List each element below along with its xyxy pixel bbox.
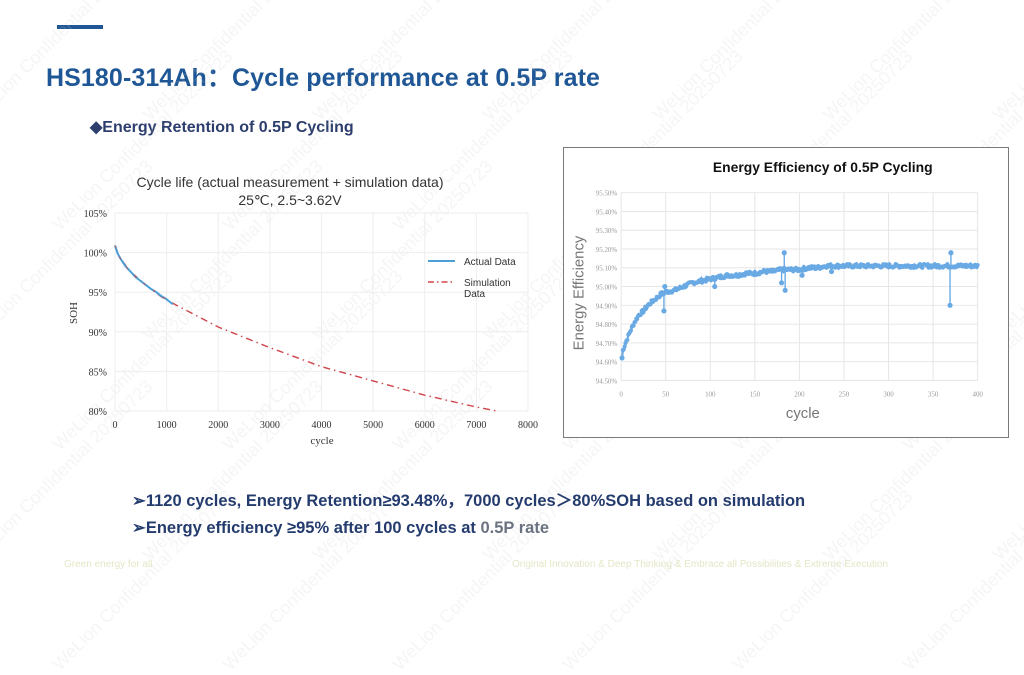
data-point xyxy=(625,337,630,343)
y-tick-label: 95.20% xyxy=(596,246,618,254)
cycle-life-chart: Cycle life (actual measurement + simulat… xyxy=(68,174,538,447)
y-tick-label: 80% xyxy=(89,407,107,418)
outlier-point xyxy=(828,268,835,275)
bullet-highlight: 0.5P rate xyxy=(480,519,550,537)
y-tick-label: 95.30% xyxy=(596,227,618,235)
y-tick-label: 94.60% xyxy=(596,359,618,367)
bullet-item: ➢Energy efficiency ≥95% after 100 cycles… xyxy=(132,518,805,549)
energy-efficiency-chart: Energy Efficiency of 0.5P Cycling 0 50 100… xyxy=(563,147,1009,438)
y-tick-label: 95.10% xyxy=(596,265,618,273)
data-point xyxy=(920,265,925,270)
actual-data-line xyxy=(114,245,174,306)
x-tick-label: 50 xyxy=(662,390,669,398)
x-tick-label: 1000 xyxy=(157,420,177,431)
chart-title: Energy Efficiency of 0.5P Cycling xyxy=(713,159,933,175)
title-accent-bar xyxy=(57,25,103,29)
x-tick-label: 4000 xyxy=(312,420,332,431)
footer-slogan: Green energy for all xyxy=(64,559,153,570)
arrow-bullet-icon: ➢ xyxy=(132,519,146,537)
y-axis-label: Energy Efficiency xyxy=(571,235,587,350)
chart-title: Cycle life (actual measurement + simulat… xyxy=(137,174,444,190)
y-tick-label: 95% xyxy=(89,288,107,299)
bullet-item: ➢1120 cycles, Energy Retention≥93.48%，70… xyxy=(132,487,805,518)
page-title: HS180-314Ah：Cycle performance at 0.5P ra… xyxy=(46,64,601,92)
simulation-overlay-line xyxy=(114,245,174,305)
outlier-point xyxy=(712,283,718,290)
x-tick-label: 150 xyxy=(750,390,761,398)
watermark-text: WeLion Confidential 20250723 xyxy=(648,0,837,125)
outlier-point xyxy=(661,308,667,314)
y-tick-label: 94.80% xyxy=(596,321,618,329)
x-tick-label: 350 xyxy=(928,390,939,398)
y-tick-label: 90% xyxy=(89,328,107,339)
x-tick-label: 5000 xyxy=(363,420,383,431)
legend-label-simulation-2: Data xyxy=(464,289,486,300)
section-subtitle: ◆Energy Retention of 0.5P Cycling xyxy=(90,119,354,136)
data-point xyxy=(628,328,634,333)
y-tick-label: 94.50% xyxy=(596,377,618,385)
x-tick-label: 7000 xyxy=(466,420,486,431)
legend: Actual Data Simulation Data xyxy=(428,257,516,300)
x-tick-label: 0 xyxy=(113,420,118,431)
outlier-point xyxy=(799,272,805,278)
x-axis-label: cycle xyxy=(310,435,333,447)
watermark-text: WeLion Confidential 20250723 xyxy=(818,0,1007,125)
legend-label-actual: Actual Data xyxy=(464,257,516,268)
footer-values: Original Innovation & Deep Thinking & Em… xyxy=(512,559,889,570)
outlier-point xyxy=(948,250,954,256)
y-axis-label: SOH xyxy=(68,302,80,324)
outlier-point xyxy=(778,280,785,286)
outlier-point xyxy=(781,250,787,256)
x-tick-label: 8000 xyxy=(518,420,538,431)
chart-subtitle: 25℃, 2.5~3.62V xyxy=(238,192,342,208)
x-tick-label: 200 xyxy=(794,390,805,398)
simulation-data-line xyxy=(114,245,498,412)
legend-label-simulation: Simulation xyxy=(464,278,511,289)
y-tick-label: 95.40% xyxy=(596,208,618,216)
bullet-text: Energy efficiency ≥95% after 100 cycles … xyxy=(145,519,481,537)
y-tick-label: 100% xyxy=(84,249,107,260)
y-tick-label: 94.90% xyxy=(596,302,618,310)
x-tick-label: 6000 xyxy=(415,420,435,431)
y-tick-label: 95.50% xyxy=(596,190,618,198)
data-point xyxy=(631,323,636,328)
first-point xyxy=(619,355,625,361)
outlier-point xyxy=(662,283,668,290)
x-tick-label: 100 xyxy=(705,390,716,398)
x-tick-label: 0 xyxy=(619,390,623,398)
bullet-text: 1120 cycles, Energy Retention≥93.48%，700… xyxy=(145,492,806,510)
y-tick-label: 94.70% xyxy=(596,340,618,348)
data-point xyxy=(638,312,643,317)
data-point xyxy=(975,262,980,268)
watermark-text: WeLion Confidential 20250723 xyxy=(988,0,1024,125)
x-tick-label: 3000 xyxy=(260,420,280,431)
data-point xyxy=(622,344,627,349)
outlier-point xyxy=(947,302,953,308)
x-axis-label: cycle xyxy=(786,406,820,422)
x-tick-label: 2000 xyxy=(208,420,228,431)
y-tick-label: 85% xyxy=(89,367,107,378)
watermark-text: WeLion Confidential 20250723 xyxy=(898,486,1024,675)
arrow-bullet-icon: ➢ xyxy=(132,492,146,510)
x-tick-label: 250 xyxy=(839,390,850,398)
summary-bullets: ➢1120 cycles, Energy Retention≥93.48%，70… xyxy=(132,487,805,549)
outlier-point xyxy=(782,287,788,293)
x-tick-label: 400 xyxy=(972,390,983,398)
y-tick-label: 105% xyxy=(84,209,107,220)
x-tick-label: 300 xyxy=(883,390,894,398)
y-tick-label: 95.00% xyxy=(596,284,618,292)
